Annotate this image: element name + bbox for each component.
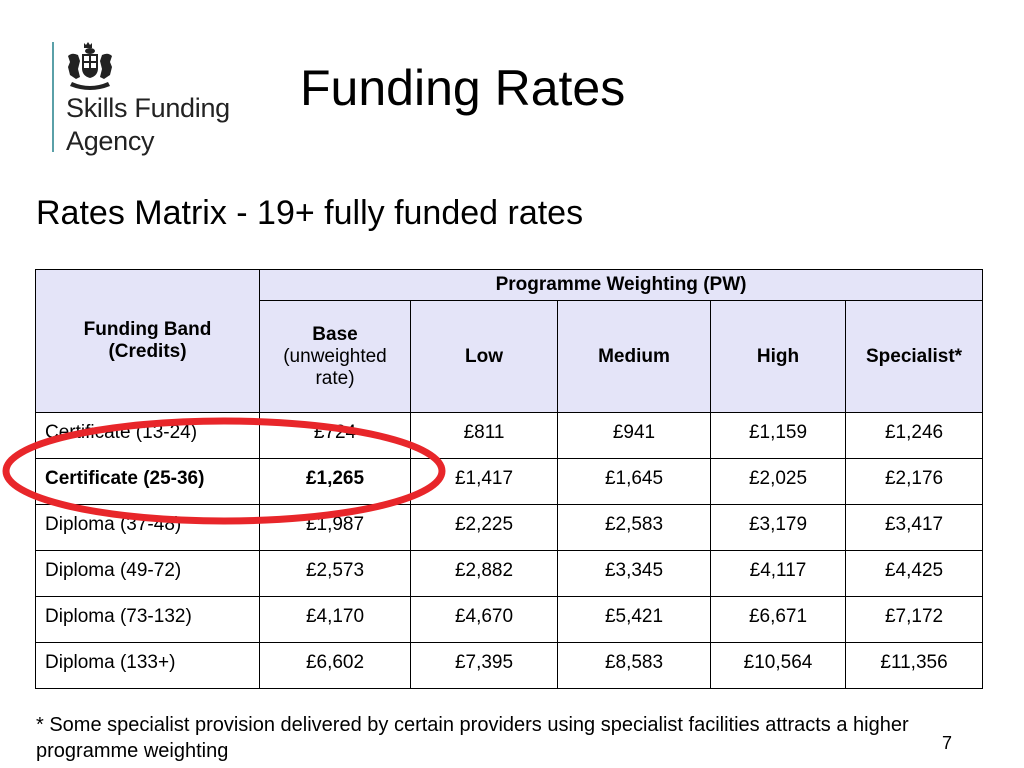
table-row: Diploma (37-48) £1,987 £2,225 £2,583 £3,… [35, 504, 984, 551]
column-header: Specialist* [844, 300, 984, 413]
funding-band-header: Funding Band (Credits) [35, 269, 260, 413]
rate-cell: £6,671 [710, 596, 846, 643]
rate-cell: £1,987 [259, 504, 411, 551]
specialist-footnote: * Some specialist provision delivered by… [36, 714, 909, 762]
rate-cell: £2,573 [259, 550, 411, 597]
base-column-header: Base (unweighted rate) [259, 300, 411, 413]
rate-cell: £4,425 [844, 550, 984, 597]
rate-cell: £1,265 [259, 458, 411, 505]
rate-cell: £7,395 [410, 642, 558, 689]
rate-cell: £811 [410, 412, 558, 459]
logo-wordmark: Skills Funding Agency [66, 93, 230, 156]
table-row-highlighted: Certificate (25-36) £1,265 £1,417 £1,645… [35, 458, 984, 505]
rate-cell: £2,882 [410, 550, 558, 597]
rate-cell: £2,225 [410, 504, 558, 551]
rate-cell: £1,645 [557, 458, 711, 505]
table-row: Diploma (133+) £6,602 £7,395 £8,583 £10,… [35, 642, 984, 689]
rate-cell: £941 [557, 412, 711, 459]
rate-cell: £10,564 [710, 642, 846, 689]
base-header-label: Base [312, 323, 358, 345]
table-row: Diploma (49-72) £2,573 £2,882 £3,345 £4,… [35, 550, 984, 597]
royal-crest-icon [68, 42, 112, 90]
rate-cell: £1,159 [710, 412, 846, 459]
rate-cell: £1,246 [844, 412, 984, 459]
band-cell: Certificate (13-24) [35, 412, 260, 459]
base-header-note: (unweighted rate) [283, 345, 387, 389]
rate-cell: £3,179 [710, 504, 846, 551]
rate-cell: £3,417 [844, 504, 984, 551]
column-header: High [710, 300, 846, 413]
rate-cell: £2,025 [710, 458, 846, 505]
band-cell: Diploma (133+) [35, 642, 260, 689]
rate-cell: £5,421 [557, 596, 711, 643]
rate-cell: £2,583 [557, 504, 711, 551]
rate-cell: £4,670 [410, 596, 558, 643]
band-cell: Diploma (73-132) [35, 596, 260, 643]
rate-cell: £1,417 [410, 458, 558, 505]
table-row: Certificate (13-24) £724 £811 £941 £1,15… [35, 412, 984, 459]
rate-cell: £8,583 [557, 642, 711, 689]
slide-subtitle: Rates Matrix - 19+ fully funded rates [36, 194, 584, 232]
band-cell: Certificate (25-36) [35, 458, 260, 505]
band-cell: Diploma (37-48) [35, 504, 260, 551]
rate-cell: £2,176 [844, 458, 984, 505]
agency-logo: Skills Funding Agency [52, 42, 252, 162]
rate-cell: £7,172 [844, 596, 984, 643]
band-cell: Diploma (49-72) [35, 550, 260, 597]
rate-cell: £4,170 [259, 596, 411, 643]
funding-rates-table: Funding Band (Credits) Programme Weighti… [35, 269, 984, 689]
column-header: Low [410, 300, 558, 413]
logo-divider [52, 42, 54, 152]
rate-cell: £4,117 [710, 550, 846, 597]
rate-cell: £724 [259, 412, 411, 459]
column-header: Medium [557, 300, 711, 413]
rate-cell: £6,602 [259, 642, 411, 689]
page-number: 7 [942, 733, 953, 753]
rate-cell: £11,356 [844, 642, 984, 689]
programme-weighting-header: Programme Weighting (PW) [258, 269, 984, 301]
slide-title: Funding Rates [300, 60, 626, 116]
table-row: Diploma (73-132) £4,170 £4,670 £5,421 £6… [35, 596, 984, 643]
rate-cell: £3,345 [557, 550, 711, 597]
